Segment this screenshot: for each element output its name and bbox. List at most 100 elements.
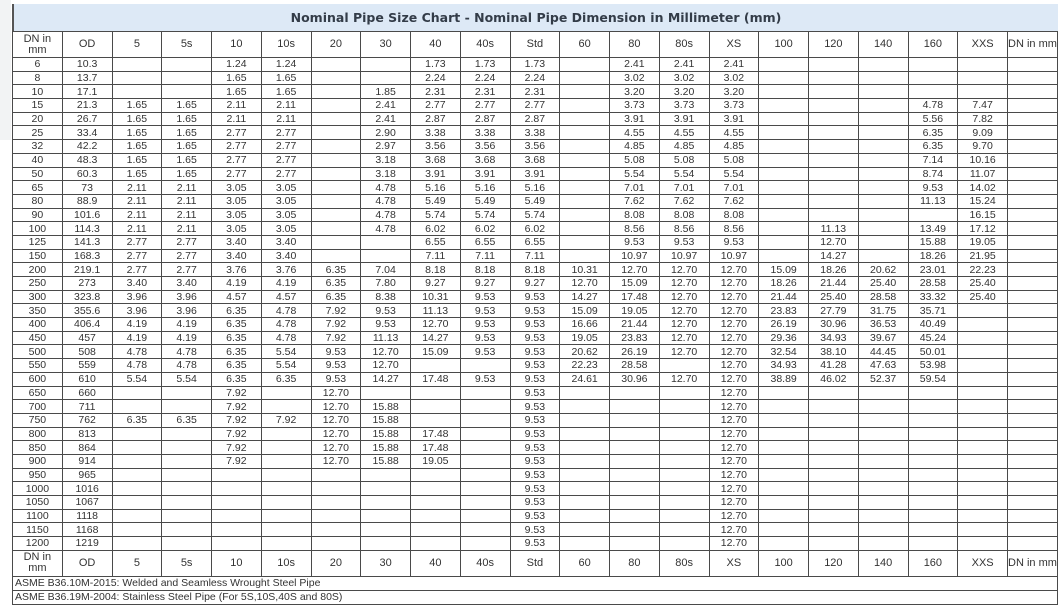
wall-thickness-cell: 3.02 (708, 70, 760, 86)
wall-thickness-cell: 9.53 (509, 412, 561, 428)
wall-thickness-cell: 5.54 (260, 344, 312, 360)
wall-thickness-cell (310, 481, 362, 496)
wall-thickness-cell (758, 385, 809, 401)
wall-thickness-cell: 12.70 (708, 303, 760, 319)
wall-thickness-cell (857, 221, 909, 236)
wall-thickness-cell (857, 166, 909, 182)
wall-thickness-cell: 7.01 (609, 180, 660, 195)
od-cell: 21.3 (61, 98, 113, 113)
column-header: 5 (111, 549, 163, 577)
wall-thickness-cell: 2.87 (410, 111, 461, 127)
table-row: 80 88.9 2.11 2.11 3.05 3.05 4.78 5.49 5.49 5.49 7.… (12, 193, 1058, 209)
column-header: 20 (310, 549, 362, 577)
wall-thickness-cell: 38.89 (758, 371, 809, 387)
wall-thickness-cell (260, 440, 312, 455)
column-header: OD (61, 31, 113, 58)
dn-cell: 350 (12, 303, 63, 319)
dn-cell: 900 (12, 453, 63, 469)
wall-thickness-cell (758, 193, 809, 209)
wall-thickness-cell (907, 84, 959, 100)
column-header: 10s (260, 549, 312, 577)
wall-thickness-cell (658, 453, 710, 469)
wall-thickness-cell: 8.74 (907, 166, 959, 182)
od-cell: 762 (61, 412, 113, 428)
dn-cell: 40 (12, 152, 63, 168)
wall-thickness-cell (758, 440, 809, 455)
wall-thickness-cell: 5.54 (161, 371, 212, 387)
wall-thickness-cell: 6.35 (310, 276, 362, 291)
wall-thickness-cell: 2.41 (609, 57, 660, 72)
column-header: DN in mm (12, 549, 63, 577)
wall-thickness-cell: 4.85 (658, 139, 710, 154)
wall-thickness-cell: 2.11 (161, 207, 212, 223)
wall-thickness-cell: 2.11 (260, 111, 312, 127)
wall-thickness-cell: 45.24 (907, 330, 959, 346)
wall-thickness-cell: 4.55 (658, 125, 710, 141)
wall-thickness-cell: 9.09 (957, 125, 1008, 141)
wall-thickness-cell (1007, 152, 1058, 168)
wall-thickness-cell: 2.11 (111, 221, 163, 236)
wall-thickness-cell: 1.65 (111, 152, 163, 168)
wall-thickness-cell: 8.08 (609, 207, 660, 223)
wall-thickness-cell: 23.83 (609, 330, 660, 346)
wall-thickness-cell: 8.18 (459, 262, 511, 277)
wall-thickness-cell (857, 495, 909, 510)
wall-thickness-cell (1007, 467, 1058, 483)
wall-thickness-cell: 25.40 (957, 289, 1008, 305)
wall-thickness-cell (808, 70, 859, 86)
wall-thickness-cell (559, 139, 610, 154)
wall-thickness-cell: 5.08 (708, 152, 760, 168)
table-row: 650 660 7.92 12.70 9.53 12.70 (12, 385, 1058, 401)
wall-thickness-cell: 1.65 (211, 84, 262, 100)
wall-thickness-cell (310, 111, 362, 127)
wall-thickness-cell: 3.73 (609, 98, 660, 113)
wall-thickness-cell (957, 412, 1008, 428)
wall-thickness-cell (1007, 57, 1058, 72)
wall-thickness-cell: 12.70 (360, 344, 411, 360)
wall-thickness-cell (808, 84, 859, 100)
wall-thickness-cell (907, 467, 959, 483)
wall-thickness-cell (658, 495, 710, 510)
wall-thickness-cell: 4.19 (111, 330, 163, 346)
wall-thickness-cell: 4.19 (161, 317, 212, 332)
wall-thickness-cell: 7.92 (260, 412, 312, 428)
wall-thickness-cell: 2.41 (708, 57, 760, 72)
wall-thickness-cell: 1.65 (161, 111, 212, 127)
od-cell: 60.3 (61, 166, 113, 182)
wall-thickness-cell: 2.77 (161, 248, 212, 264)
wall-thickness-cell: 21.44 (758, 289, 809, 305)
wall-thickness-cell (907, 426, 959, 442)
wall-thickness-cell: 1.73 (459, 57, 511, 72)
dn-cell: 450 (12, 330, 63, 346)
wall-thickness-cell: 2.11 (211, 111, 262, 127)
wall-thickness-cell: 9.53 (509, 495, 561, 510)
wall-thickness-cell (161, 536, 212, 551)
wall-thickness-cell: 6.35 (211, 317, 262, 332)
table-row: 200 219.1 2.77 2.77 3.76 3.76 6.35 7.04 8.18 8.18… (12, 262, 1058, 277)
wall-thickness-cell: 6.35 (211, 371, 262, 387)
dn-cell: 550 (12, 358, 63, 373)
wall-thickness-cell (857, 508, 909, 524)
wall-thickness-cell: 26.19 (758, 317, 809, 332)
wall-thickness-cell (758, 139, 809, 154)
wall-thickness-cell (260, 481, 312, 496)
wall-thickness-cell (410, 399, 461, 414)
wall-thickness-cell (559, 412, 610, 428)
wall-thickness-cell (808, 481, 859, 496)
wall-thickness-cell: 14.27 (360, 371, 411, 387)
wall-thickness-cell (758, 98, 809, 113)
wall-thickness-cell: 9.53 (509, 467, 561, 483)
wall-thickness-cell: 11.13 (410, 303, 461, 319)
wall-thickness-cell: 3.91 (410, 166, 461, 182)
column-header: 40s (459, 31, 511, 58)
wall-thickness-cell: 4.19 (211, 276, 262, 291)
wall-thickness-cell (808, 193, 859, 209)
wall-thickness-cell (758, 70, 809, 86)
wall-thickness-cell: 4.55 (609, 125, 660, 141)
od-cell: 10.3 (61, 57, 113, 72)
od-cell: 13.7 (61, 70, 113, 86)
wall-thickness-cell: 3.05 (260, 207, 312, 223)
wall-thickness-cell: 3.96 (161, 303, 212, 319)
wall-thickness-cell (957, 481, 1008, 496)
wall-thickness-cell (1007, 84, 1058, 100)
